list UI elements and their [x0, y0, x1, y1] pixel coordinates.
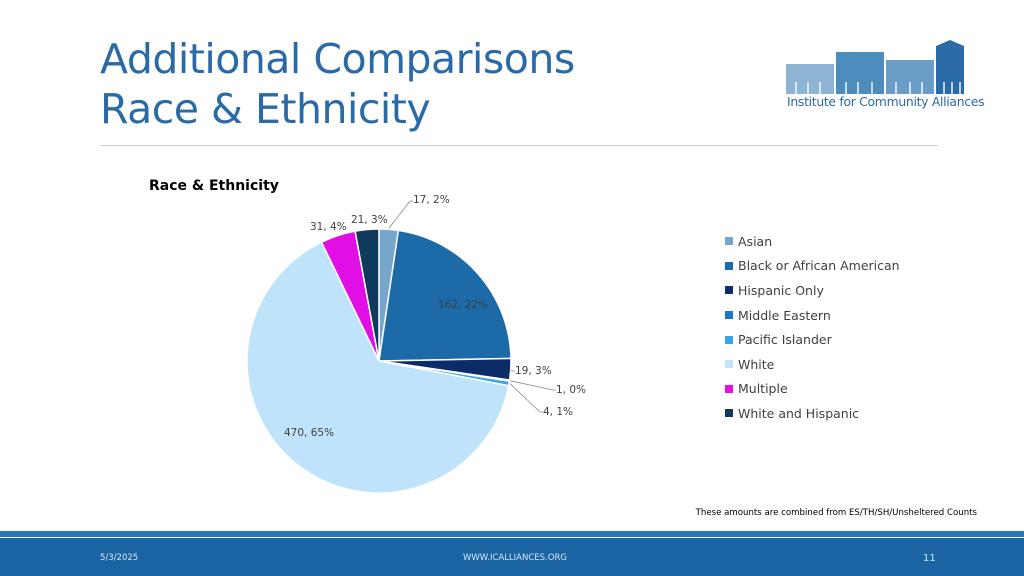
slide-title-line-2: Race & Ethnicity	[100, 85, 431, 133]
chart-footnote: These amounts are combined from ES/TH/SH…	[695, 508, 977, 518]
leader-line-asian	[388, 200, 413, 229]
data-label-white-and-hispanic: 21, 3%	[351, 214, 388, 226]
logo-text: Institute for Community Alliances	[787, 94, 985, 109]
legend-label-multiple: Multiple	[738, 381, 788, 397]
legend-label-black-or-african-american: Black or African American	[738, 258, 900, 274]
title-divider	[100, 145, 938, 146]
slide-title-line-1: Additional Comparisons	[100, 35, 575, 83]
legend-item-pacific-islander: Pacific Islander	[725, 327, 900, 352]
legend-label-middle-eastern: Middle Eastern	[738, 307, 831, 323]
legend-item-hispanic-only: Hispanic Only	[725, 278, 900, 303]
footer-url[interactable]: WWW.ICALLIANCES.ORG	[463, 553, 567, 563]
legend-swatch-asian	[725, 237, 733, 246]
legend-label-pacific-islander: Pacific Islander	[738, 332, 832, 348]
legend-swatch-black-or-african-american	[725, 261, 733, 270]
footer-date: 5/3/2025	[100, 553, 139, 563]
data-label-white: 470, 65%	[284, 427, 334, 439]
legend-label-hispanic-only: Hispanic Only	[738, 282, 824, 298]
legend-swatch-white	[725, 360, 733, 369]
chart-legend: Asian Black or African American Hispanic O…	[725, 229, 900, 426]
legend-item-white-and-hispanic: White and Hispanic	[725, 401, 900, 426]
footer-bar: 5/3/2025 WWW.ICALLIANCES.ORG 11	[0, 538, 1024, 576]
data-label-middle-eastern: 1, 0%	[556, 384, 586, 396]
logo-bar-1	[786, 64, 834, 94]
data-label-multiple: 31, 4%	[310, 221, 347, 233]
legend-label-white-and-hispanic: White and Hispanic	[738, 405, 860, 421]
logo-bar-2	[836, 52, 884, 94]
legend-swatch-middle-eastern	[725, 311, 733, 320]
data-label-hispanic-only: 19, 3%	[515, 365, 552, 377]
pie-slice-white	[246, 241, 510, 494]
legend-swatch-white-and-hispanic	[725, 409, 733, 418]
page-number: 11	[923, 553, 936, 564]
legend-label-asian: Asian	[738, 233, 773, 249]
logo-bar-4	[936, 40, 964, 94]
footer-accent-bar	[0, 531, 1024, 537]
leader-line-hispanic-only	[511, 369, 515, 372]
data-label-black-or-african-american: 162, 22%	[438, 299, 488, 311]
slide-title: Additional Comparisons Race & Ethnicity	[100, 34, 575, 134]
legend-label-white: White	[738, 356, 775, 372]
chart-title: Race & Ethnicity	[149, 178, 279, 194]
leader-line-middle-eastern	[510, 380, 556, 391]
legend-item-black-or-african-american: Black or African American	[725, 254, 900, 279]
leader-line-pacific-islander	[509, 383, 543, 413]
legend-swatch-hispanic-only	[725, 286, 733, 295]
legend-item-multiple: Multiple	[725, 377, 900, 402]
legend-item-asian: Asian	[725, 229, 900, 254]
legend-item-middle-eastern: Middle Eastern	[725, 303, 900, 328]
data-label-pacific-islander: 4, 1%	[543, 406, 573, 418]
legend-swatch-multiple	[725, 384, 733, 393]
pie-slice-white-and-hispanic	[354, 228, 380, 362]
legend-swatch-pacific-islander	[725, 335, 733, 344]
pie-slice-black-or-african-american	[378, 229, 512, 362]
legend-item-white: White	[725, 352, 900, 377]
data-label-asian: 17, 2%	[413, 194, 450, 206]
institute-logo-icon	[786, 40, 964, 94]
